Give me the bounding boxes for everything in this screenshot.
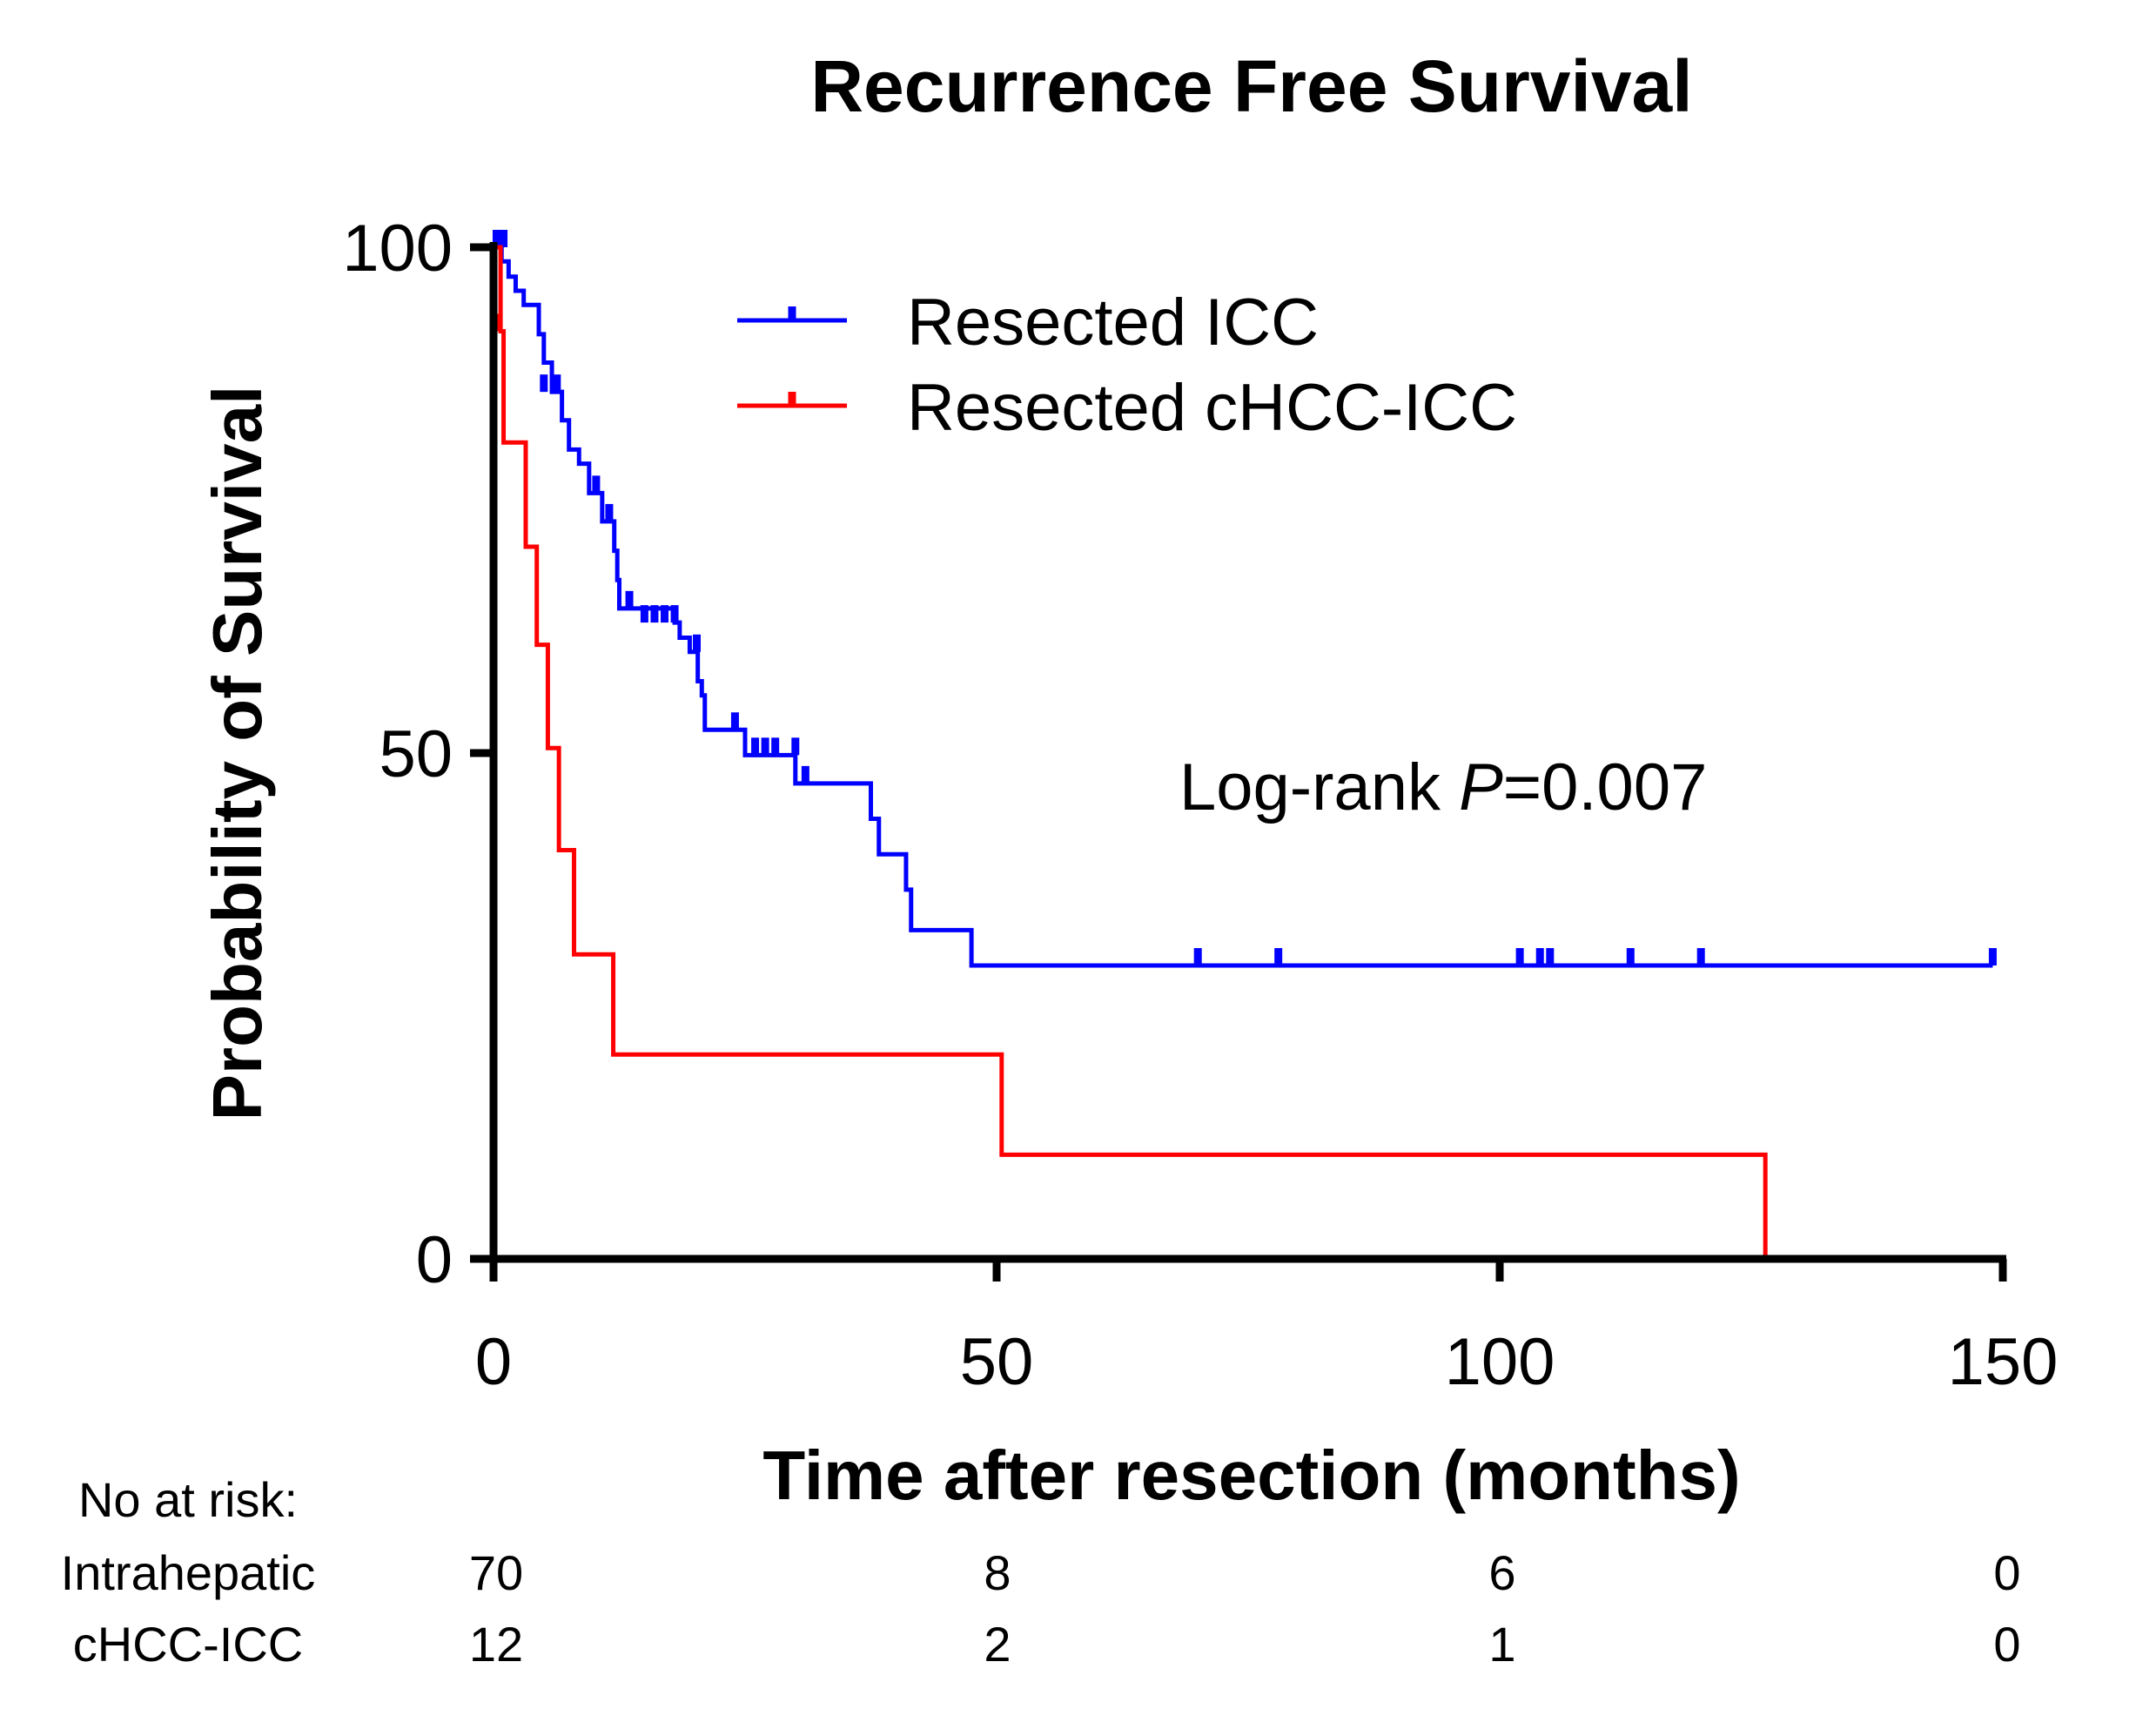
risk-value: 0 bbox=[1993, 1545, 2020, 1600]
risk-value: 12 bbox=[469, 1617, 523, 1672]
legend-label-chcc: Resected cHCC-ICC bbox=[907, 371, 1517, 445]
risk-row-label-intrahepatic: Intrahepatic bbox=[61, 1545, 316, 1600]
axes bbox=[474, 242, 2006, 1280]
risk-value: 6 bbox=[1488, 1545, 1515, 1600]
x-axis-label: Time after resection (months) bbox=[762, 1436, 1740, 1514]
risk-table: No at risk: Intrahepatic cHCC-ICC 70 8 6… bbox=[61, 1472, 2021, 1672]
risk-value: 1 bbox=[1488, 1617, 1515, 1672]
x-tick-label: 100 bbox=[1445, 1325, 1555, 1399]
chart-title: Recurrence Free Survival bbox=[810, 45, 1692, 127]
y-tick-label: 0 bbox=[416, 1223, 453, 1297]
legend: Resected ICC Resected cHCC-ICC bbox=[737, 286, 1517, 445]
plot-area bbox=[492, 230, 1997, 1259]
y-axis-label: Probability of Survival bbox=[198, 386, 276, 1121]
y-tick-label: 100 bbox=[342, 212, 453, 286]
risk-value: 2 bbox=[984, 1617, 1011, 1672]
risk-value: 0 bbox=[1993, 1617, 2020, 1672]
risk-value: 70 bbox=[469, 1545, 523, 1600]
x-tick-label: 150 bbox=[1948, 1325, 2059, 1399]
risk-table-title: No at risk: bbox=[78, 1472, 298, 1527]
risk-value: 8 bbox=[984, 1545, 1011, 1600]
risk-row-label-chcc: cHCC-ICC bbox=[73, 1617, 303, 1672]
logrank-annotation: Log-rank P=0.007 bbox=[1179, 750, 1707, 824]
y-tick-label: 50 bbox=[379, 717, 453, 791]
x-tick-label: 0 bbox=[475, 1325, 512, 1399]
x-tick-label: 50 bbox=[960, 1325, 1034, 1399]
survival-curve-icc bbox=[494, 245, 1993, 968]
legend-label-icc: Resected ICC bbox=[907, 286, 1319, 360]
survival-curve-chcc-icc bbox=[494, 245, 1768, 1259]
